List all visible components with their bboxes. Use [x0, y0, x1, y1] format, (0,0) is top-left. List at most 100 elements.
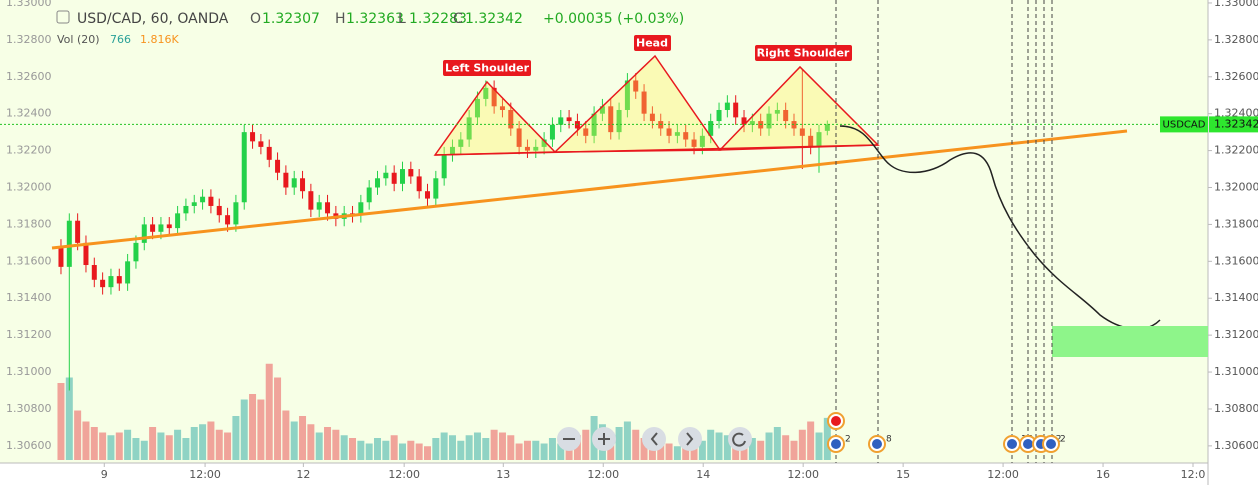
candle-body [558, 117, 564, 125]
candle-body [616, 109, 622, 133]
candle-body [808, 135, 814, 147]
candle-body [441, 154, 447, 179]
neckline [434, 144, 879, 156]
pattern-label: Right Shoulder [757, 47, 850, 60]
reset-button[interactable] [728, 427, 752, 451]
volume-bar [465, 435, 473, 460]
volume-bar [65, 377, 73, 460]
candle-body [499, 106, 505, 110]
y-tick-label: 1.30600 [1214, 439, 1258, 452]
plot-background [0, 0, 1208, 463]
x-tick-label: 12:00 [388, 468, 420, 481]
candle-body [241, 132, 247, 203]
y-tick-label: 1.31000 [6, 365, 52, 378]
icon [686, 432, 694, 446]
flag-icon [831, 439, 841, 449]
volume-bar [540, 443, 548, 460]
volume-bar [823, 417, 831, 460]
candle-body [591, 113, 597, 136]
volume-bar [632, 429, 640, 460]
y-tick-label: 1.31400 [1214, 291, 1258, 304]
candle-body [233, 202, 239, 225]
candle-body [175, 213, 181, 229]
y-tick-label: 1.31600 [6, 254, 52, 267]
candle-body [699, 135, 705, 147]
flag-icon [872, 439, 882, 449]
volume-bar [407, 440, 415, 460]
volume-bar [82, 421, 90, 460]
scroll-left-button[interactable] [642, 427, 666, 451]
y-tick-label: 1.31600 [1214, 254, 1258, 267]
candle-body [741, 117, 747, 125]
candle-body [783, 109, 789, 122]
candle-body [91, 265, 97, 280]
volume-bar [240, 399, 248, 460]
candle-body [400, 169, 406, 184]
volume-bar [157, 432, 165, 460]
ohlc-key: C [453, 11, 463, 27]
volume-bar [415, 443, 423, 460]
candle-body [58, 246, 64, 267]
candle-body [283, 172, 289, 188]
y-tick-label: 1.31200 [1214, 328, 1258, 341]
candle-body [100, 279, 106, 288]
candle-body [75, 220, 81, 243]
candle-body [624, 80, 630, 110]
header: USD/CAD, 60, OANDA O 1.32307 H 1.32363 L… [56, 10, 684, 46]
y-tick-label: 1.33000 [6, 0, 52, 9]
y-tick-label: 1.32000 [6, 181, 52, 194]
pattern-label: Left Shoulder [445, 62, 530, 75]
collapse-icon[interactable] [56, 10, 70, 24]
label-box [755, 45, 852, 61]
candle-body [816, 132, 822, 147]
volume-bar [332, 429, 340, 460]
volume-bar [382, 440, 390, 460]
volume-bar [523, 440, 531, 460]
y-tick-label: 1.33000 [1214, 0, 1258, 9]
candle-body [516, 128, 522, 147]
volume-bar [90, 427, 98, 460]
volume-bar [374, 438, 382, 460]
y-tick-label: 1.32800 [6, 33, 52, 46]
volume-bar [798, 429, 806, 460]
y-tick-label: 1.31800 [6, 217, 52, 230]
flag-icon [1046, 439, 1056, 449]
candle-body [133, 242, 139, 262]
volume-bar [507, 435, 515, 460]
volume-bar [623, 421, 631, 460]
candle-body [799, 128, 805, 136]
icon [598, 433, 610, 445]
volume-bar [473, 432, 481, 460]
x-tick-label: 16 [1096, 468, 1110, 481]
candle-body [316, 202, 322, 210]
ticker-tag: USDCAD [1163, 119, 1206, 130]
volume-bar [265, 363, 273, 460]
y-tick-label: 1.32800 [1214, 33, 1258, 46]
y-tick-label: 1.31400 [6, 291, 52, 304]
volume-bar [215, 429, 223, 460]
volume-bar [757, 440, 765, 460]
candle-body [383, 172, 389, 179]
scroll-right-button[interactable] [678, 427, 702, 451]
y-tick-label: 1.32200 [1214, 144, 1258, 157]
volume-bar [232, 416, 240, 460]
volume-bar [349, 438, 357, 460]
candle-body [458, 139, 464, 147]
volume-bar [149, 427, 157, 460]
candle-body [716, 109, 722, 122]
candle-body [599, 106, 605, 114]
volume-bar [207, 421, 215, 460]
event-count: 2 [1060, 435, 1066, 445]
x-tick-label: 12 [296, 468, 310, 481]
volume-bar [682, 446, 690, 460]
candle-body [183, 205, 189, 214]
volume-bar [440, 432, 448, 460]
candle-body [533, 146, 539, 151]
volume-bar [399, 443, 407, 460]
ohlc-value: 1.32342 [465, 11, 523, 27]
volume-bar [748, 438, 756, 460]
volume-bar [115, 432, 123, 460]
volume-bar [657, 443, 665, 460]
x-tick-label: 13 [496, 468, 510, 481]
volume-bar [773, 427, 781, 460]
